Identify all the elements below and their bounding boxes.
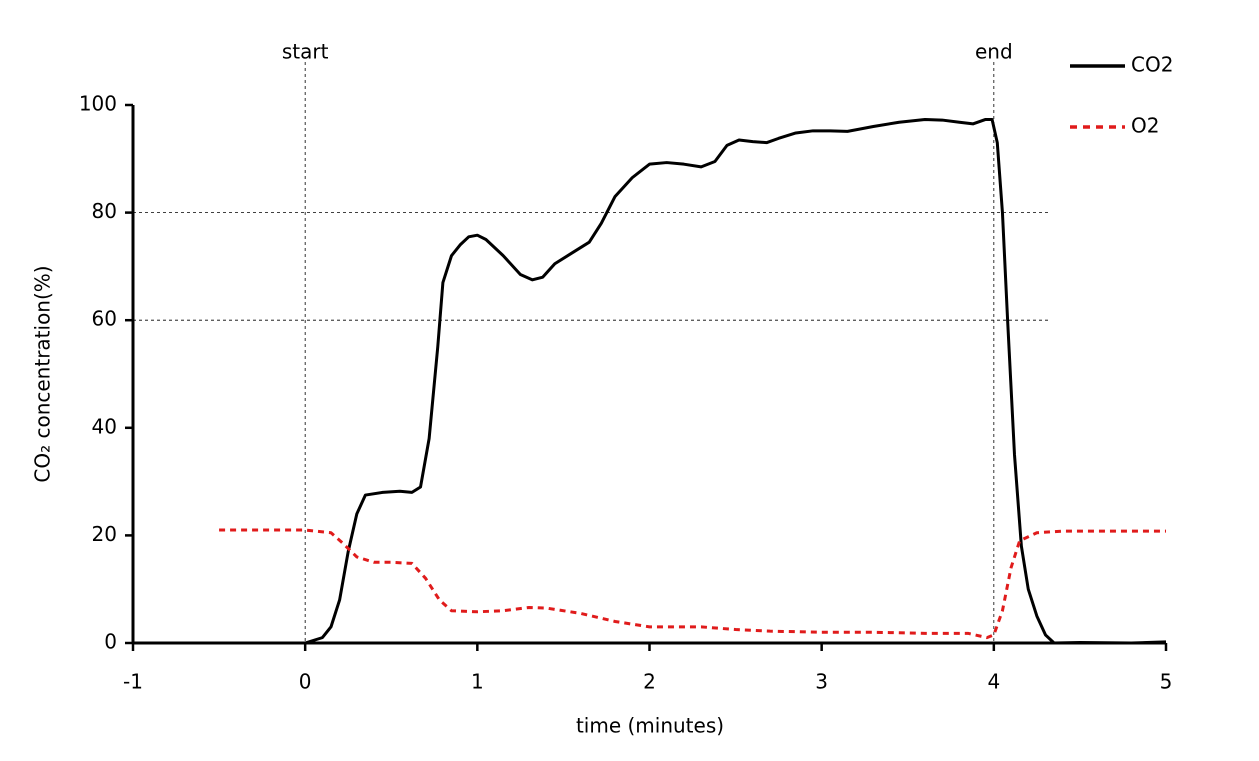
- series-line: [219, 528, 1166, 640]
- y-tick-label: 60: [92, 307, 117, 331]
- series-line: [304, 118, 1167, 645]
- x-axis-label: time (minutes): [576, 714, 724, 738]
- x-tick-label: 1: [471, 670, 484, 694]
- y-tick-label: 20: [92, 522, 117, 546]
- x-tick-label: 5: [1160, 670, 1173, 694]
- x-tick-label: -1: [123, 670, 143, 694]
- y-tick-label: 80: [92, 199, 117, 223]
- event-label: end: [975, 40, 1013, 64]
- x-tick-label: 4: [987, 670, 1000, 694]
- event-label: start: [282, 40, 329, 64]
- legend-label: O2: [1131, 114, 1159, 138]
- x-tick-label: 2: [643, 670, 656, 694]
- y-tick-label: 0: [104, 630, 117, 654]
- y-tick-label: 40: [92, 414, 117, 438]
- y-axis-label: CO₂ concentration(%): [31, 265, 55, 482]
- x-tick-label: 3: [815, 670, 828, 694]
- x-tick-label: 0: [299, 670, 312, 694]
- legend-label: CO2: [1131, 53, 1173, 77]
- y-tick-label: 100: [79, 92, 117, 116]
